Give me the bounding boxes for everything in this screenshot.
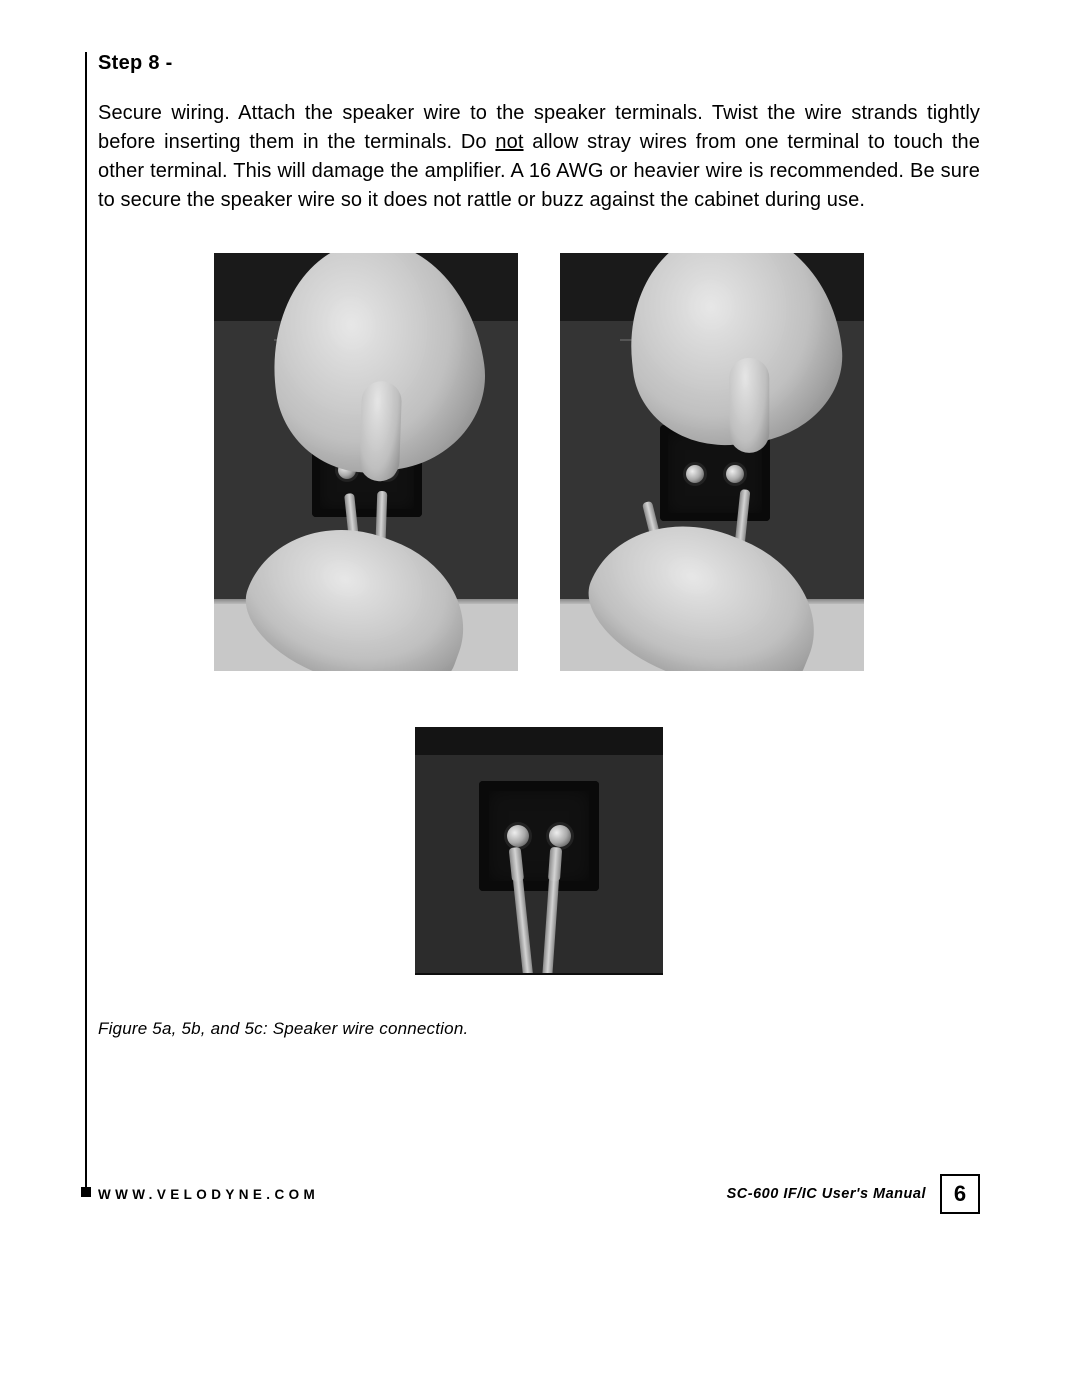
page-footer: WWW.VELODYNE.COM SC-600 IF/IC User's Man… (98, 1182, 980, 1206)
footer-manual-title: SC-600 IF/IC User's Manual (727, 1186, 926, 1202)
body-text-not: not (495, 131, 523, 153)
left-margin-marker (81, 1187, 91, 1197)
step-heading: Step 8 - (98, 52, 980, 75)
figure-caption: Figure 5a, 5b, and 5c: Speaker wire conn… (98, 1019, 980, 1039)
figure-row-top (98, 253, 980, 671)
content-area: Step 8 - Secure wiring. Attach the speak… (98, 52, 980, 1039)
footer-url: WWW.VELODYNE.COM (98, 1187, 319, 1202)
left-margin-rule (85, 52, 87, 1197)
manual-page: Step 8 - Secure wiring. Attach the speak… (0, 0, 1080, 1397)
terminal-cup (479, 781, 599, 891)
page-number: 6 (954, 1181, 966, 1207)
step-body: Secure wiring. Attach the speaker wire t… (98, 99, 980, 215)
figure-row-bottom (98, 727, 980, 975)
page-number-box: 6 (940, 1174, 980, 1214)
figure-5a (214, 253, 518, 671)
figure-5c (415, 727, 663, 975)
figure-5b (560, 253, 864, 671)
